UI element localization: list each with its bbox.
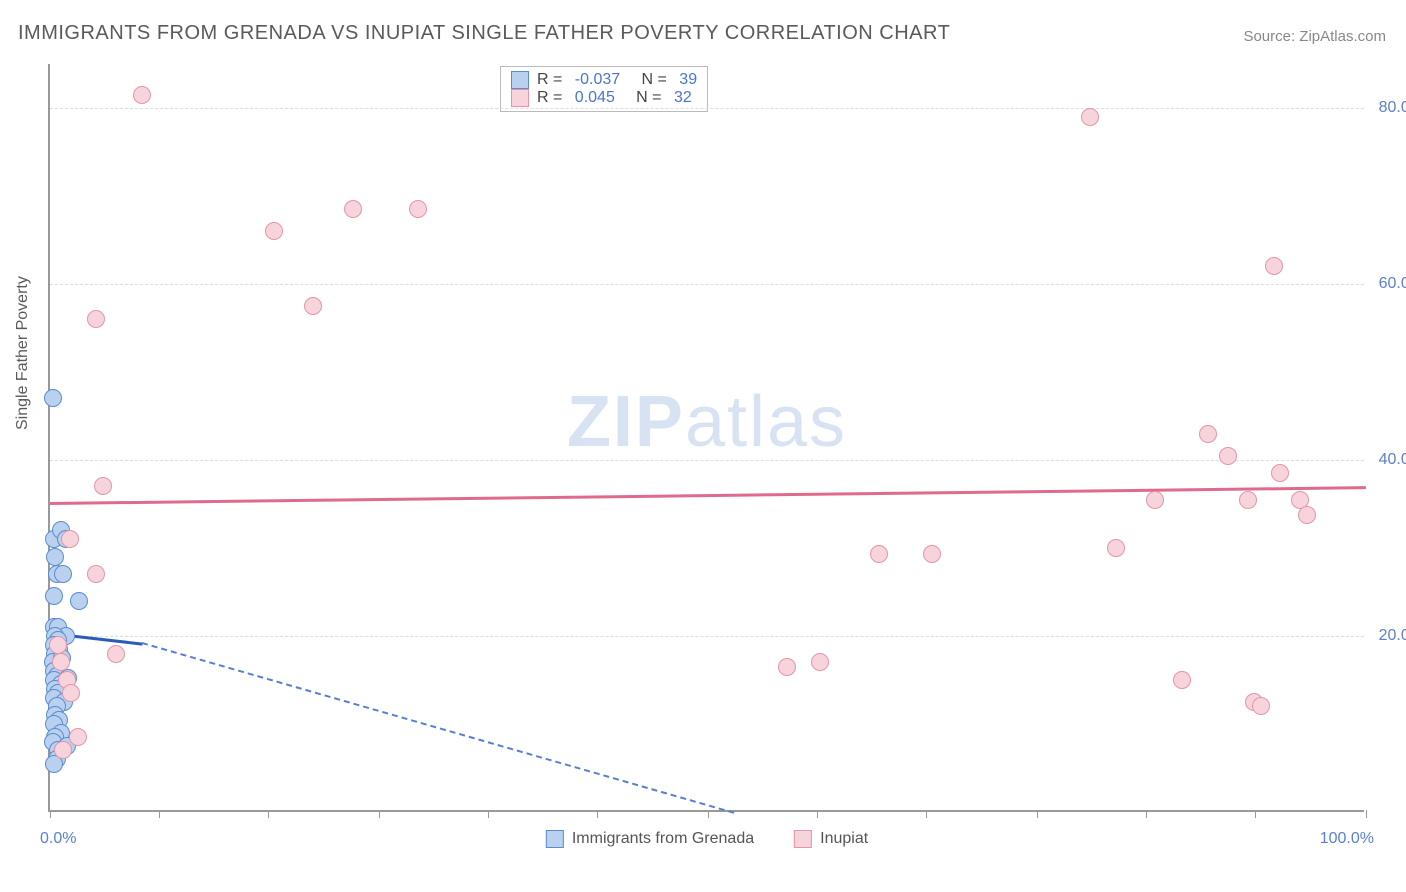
x-tick [379, 810, 380, 818]
y-tick-label: 40.0% [1379, 451, 1406, 469]
legend-item: Immigrants from Grenada [546, 830, 754, 848]
gridline-h [50, 108, 1364, 109]
data-point [61, 530, 79, 548]
x-tick [159, 810, 160, 818]
data-point [49, 636, 67, 654]
data-point [1146, 491, 1164, 509]
data-point [1081, 108, 1099, 126]
legend-label: Inupiat [820, 830, 868, 848]
x-tick [1037, 810, 1038, 818]
data-point [1252, 697, 1270, 715]
x-tick [1146, 810, 1147, 818]
legend-swatch [794, 830, 812, 848]
r-value: -0.037 [575, 71, 620, 89]
data-point [94, 477, 112, 495]
data-point [304, 297, 322, 315]
chart-container: IMMIGRANTS FROM GRENADA VS INUPIAT SINGL… [0, 0, 1406, 892]
source-attribution: Source: ZipAtlas.com [1243, 28, 1386, 45]
legend-swatch [546, 830, 564, 848]
data-point [778, 658, 796, 676]
data-point [1107, 539, 1125, 557]
x-axis-start-label: 0.0% [40, 830, 76, 848]
trend-line [50, 486, 1366, 505]
data-point [1219, 447, 1237, 465]
correlation-stats-box: R = -0.037 N = 39R = 0.045 N = 32 [500, 66, 708, 112]
data-point [811, 653, 829, 671]
x-tick [268, 810, 269, 818]
data-point [44, 389, 62, 407]
legend-swatch [511, 71, 529, 89]
data-point [1265, 257, 1283, 275]
data-point [344, 200, 362, 218]
data-point [46, 548, 64, 566]
legend-item: Inupiat [794, 830, 868, 848]
chart-title: IMMIGRANTS FROM GRENADA VS INUPIAT SINGL… [18, 22, 950, 45]
watermark: ZIPatlas [567, 381, 847, 463]
gridline-h [50, 636, 1364, 637]
plot-area: ZIPatlas R = -0.037 N = 39R = 0.045 N = … [48, 64, 1364, 812]
data-point [87, 310, 105, 328]
legend-label: Immigrants from Grenada [572, 830, 754, 848]
x-tick [488, 810, 489, 818]
data-point [45, 587, 63, 605]
x-tick [50, 810, 51, 818]
legend-swatch [511, 89, 529, 107]
data-point [1199, 425, 1217, 443]
n-value: 32 [674, 89, 692, 107]
legend: Immigrants from Grenada Inupiat [546, 830, 868, 848]
n-value: 39 [679, 71, 697, 89]
data-point [107, 645, 125, 663]
x-tick [708, 810, 709, 818]
data-point [62, 684, 80, 702]
y-axis-label: Single Father Poverty [14, 276, 32, 430]
data-point [1173, 671, 1191, 689]
data-point [870, 545, 888, 563]
x-tick [817, 810, 818, 818]
x-tick [597, 810, 598, 818]
gridline-h [50, 284, 1364, 285]
y-tick-label: 80.0% [1379, 99, 1406, 117]
data-point [70, 592, 88, 610]
data-point [54, 565, 72, 583]
data-point [133, 86, 151, 104]
x-tick [1255, 810, 1256, 818]
data-point [265, 222, 283, 240]
y-tick-label: 20.0% [1379, 627, 1406, 645]
data-point [69, 728, 87, 746]
x-tick [1366, 810, 1367, 818]
y-tick-label: 60.0% [1379, 275, 1406, 293]
data-point [923, 545, 941, 563]
data-point [1298, 506, 1316, 524]
data-point [52, 653, 70, 671]
x-axis-end-label: 100.0% [1320, 830, 1374, 848]
data-point [409, 200, 427, 218]
data-point [87, 565, 105, 583]
data-point [1271, 464, 1289, 482]
stat-row: R = 0.045 N = 32 [511, 89, 697, 107]
trend-line [142, 642, 735, 814]
stat-row: R = -0.037 N = 39 [511, 71, 697, 89]
gridline-h [50, 460, 1364, 461]
r-value: 0.045 [575, 89, 615, 107]
x-tick [926, 810, 927, 818]
data-point [54, 741, 72, 759]
data-point [1239, 491, 1257, 509]
